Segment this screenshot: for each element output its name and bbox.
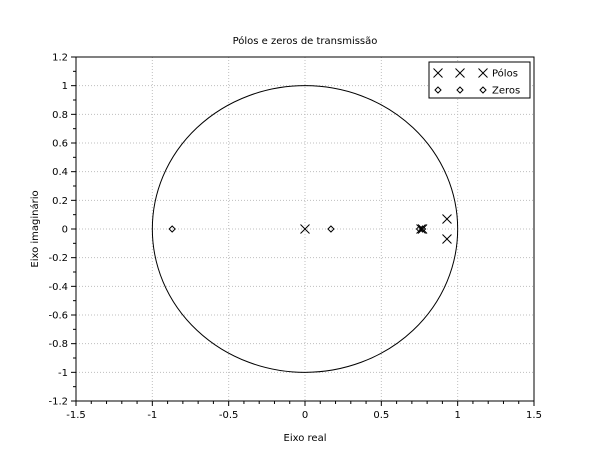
x-axis-label: Eixo real bbox=[284, 433, 327, 444]
legend-label-zeros: Zeros bbox=[492, 86, 520, 97]
y-tick-label: -0.2 bbox=[48, 253, 68, 264]
legend-pole-marker bbox=[478, 68, 488, 78]
pole-marker-stroke bbox=[442, 214, 452, 224]
legend-pole-marker-stroke bbox=[478, 68, 488, 78]
y-tick-label: -0.6 bbox=[48, 311, 68, 322]
axis-ticks: -1.5 -1 -0.5 0 0.5 1 1.5 -1.2 -1 -0.8 -0.6 -0.4 -0.2… bbox=[48, 53, 541, 422]
zero-marker bbox=[418, 225, 427, 233]
pole-marker-stroke bbox=[300, 224, 310, 234]
legend-pole-marker bbox=[433, 68, 443, 78]
y-axis-label: Eixo imaginário bbox=[29, 190, 41, 267]
y-tick-label: 1.2 bbox=[52, 53, 68, 64]
unit-circle-layer bbox=[151, 85, 459, 373]
y-tick-label: -0.4 bbox=[48, 282, 68, 293]
legend: Pólos Zeros bbox=[428, 61, 531, 99]
chart-title: Pólos e zeros de transmissão bbox=[233, 35, 378, 47]
legend-zero-marker bbox=[434, 86, 442, 94]
zero-marker bbox=[415, 225, 424, 233]
pole-marker bbox=[300, 224, 310, 234]
y-tick-label: -1.2 bbox=[48, 397, 68, 408]
x-tick-label: 0.5 bbox=[373, 410, 389, 421]
y-tick-label: 0 bbox=[62, 225, 68, 236]
zero-marker bbox=[168, 225, 176, 233]
pole-marker-stroke bbox=[416, 224, 426, 234]
x-tick-label: 1.5 bbox=[526, 410, 542, 421]
y-tick-label: 0.6 bbox=[52, 139, 68, 150]
y-tick-label: 0.4 bbox=[52, 167, 68, 178]
x-tick-label: -1.5 bbox=[66, 410, 86, 421]
legend-items bbox=[433, 68, 488, 94]
y-tick-label: 1 bbox=[62, 81, 68, 92]
y-tick-label: 0.8 bbox=[52, 110, 68, 121]
x-tick-label: -1 bbox=[147, 410, 157, 421]
legend-zero-marker bbox=[479, 86, 487, 94]
legend-pole-marker-stroke bbox=[455, 68, 465, 78]
pole-marker bbox=[442, 234, 452, 244]
pole-marker bbox=[416, 224, 426, 234]
legend-pole-marker-stroke bbox=[433, 68, 443, 78]
y-tick-label: -1 bbox=[58, 368, 68, 379]
y-tick-label: -0.8 bbox=[48, 339, 68, 350]
pole-marker bbox=[442, 214, 452, 224]
zero-marker bbox=[327, 225, 335, 233]
x-tick-label: -0.5 bbox=[219, 410, 239, 421]
legend-box bbox=[428, 61, 531, 99]
x-tick-label: 0 bbox=[302, 410, 308, 421]
pole-marker-stroke bbox=[442, 234, 452, 244]
legend-pole-marker bbox=[455, 68, 465, 78]
x-tick-label: 1 bbox=[454, 410, 460, 421]
legend-zero-marker bbox=[456, 86, 464, 94]
legend-label-poles: Pólos bbox=[492, 68, 518, 80]
unit-circle bbox=[151, 85, 459, 373]
y-tick-label: 0.2 bbox=[52, 196, 68, 207]
data-marks bbox=[168, 214, 452, 244]
